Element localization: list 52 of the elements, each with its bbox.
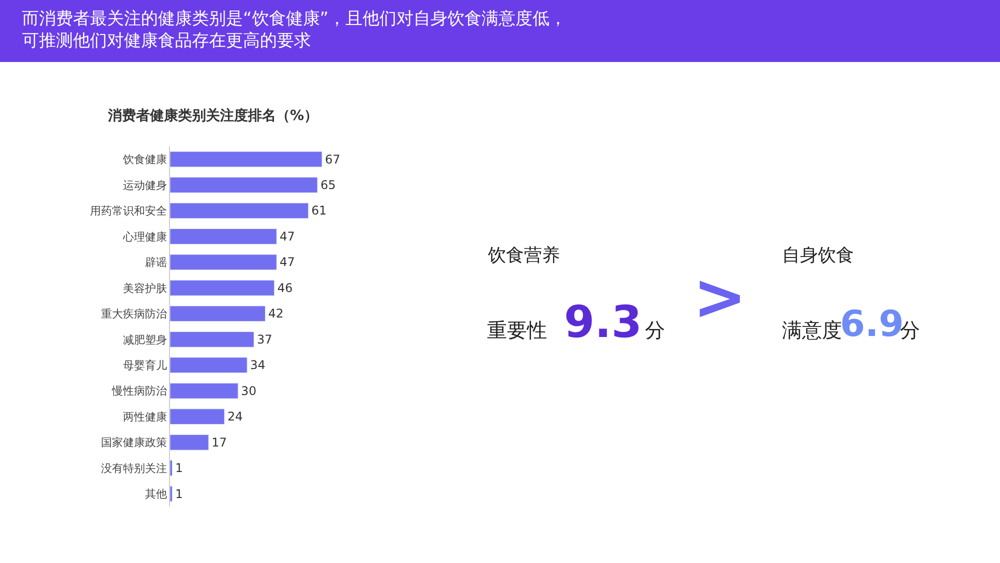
bar [170,177,318,193]
bar [170,280,275,296]
data-label: 1 [175,461,183,476]
text: > [693,261,747,335]
bar [170,382,238,399]
data-label: 37 [256,332,272,346]
data-label: 47 [280,229,295,244]
y-tick-label: 美容护肤 [122,282,167,295]
bar [170,434,209,450]
y-tick-label: 国家健康政策 [100,436,167,450]
text: 分 [645,318,665,342]
bar [170,408,225,425]
bar [170,331,254,348]
data-label: 17 [212,435,227,450]
y-tick-label: 用药常识和安全 [90,204,167,218]
y-tick-label: 重大疾病防治 [100,308,167,321]
data-label: 67 [325,152,340,166]
data-label: 30 [241,384,256,398]
data-label: 24 [227,410,243,424]
y-tick-label: 没有特别关注 [100,462,167,475]
text: 满意度 [782,318,842,342]
y-tick-label: 其他 [144,488,167,501]
bar [170,460,173,476]
data-label: 1 [175,486,183,501]
y-tick-label: 饮食健康 [122,153,167,166]
text: 分 [900,318,920,342]
bar [170,486,173,502]
text: 9.3 [564,297,642,348]
y-tick-label: 心理健康 [122,230,167,244]
data-label: 46 [277,280,293,295]
data-label: 42 [268,306,284,321]
chart-title: 而消费者最关注的健康类别是“饮食健康”，且他们对自身饮食满意度低，可推测他们对健康食品存在更高的要求 [22,9,567,52]
y-tick-label: 减肥塑身 [122,333,167,346]
bar [170,357,248,374]
data-label: 61 [311,204,327,218]
y-tick-label: 辟谣 [144,256,167,270]
bar [170,254,277,270]
text: 自身饮食 [782,245,854,266]
y-tick-label: 母婴育儿 [122,359,167,372]
data-label: 65 [320,178,336,192]
y-tick-label: 慢性病防治 [110,384,167,398]
y-tick-label: 运动健身 [122,178,167,192]
bar [170,151,322,168]
chart-subtitle: 消费者健康类别关注度排名（%） [107,107,318,124]
bar [170,202,309,219]
text: 饮食营养 [487,245,560,266]
text: 重要性 [487,318,547,342]
bar [170,228,277,244]
data-label: 47 [280,255,295,270]
bar [170,306,266,322]
y-tick-label: 两性健康 [122,410,167,424]
data-label: 34 [250,358,266,372]
